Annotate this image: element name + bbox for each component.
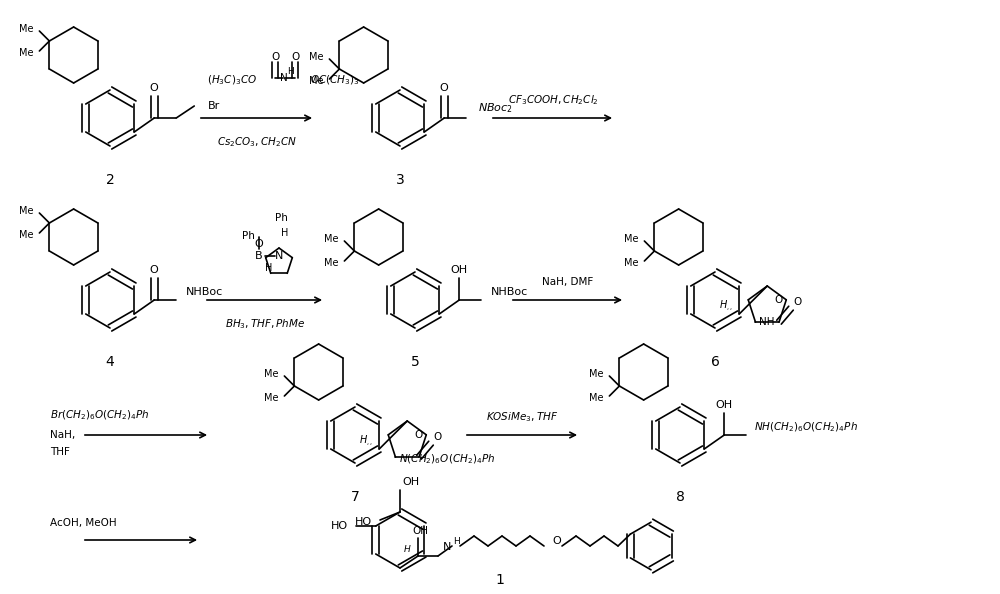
Text: Ph: Ph bbox=[275, 213, 288, 223]
Text: $CF_3COOH, CH_2Cl_2$: $CF_3COOH, CH_2Cl_2$ bbox=[508, 93, 598, 107]
Text: Me: Me bbox=[19, 230, 33, 240]
Text: NaH, DMF: NaH, DMF bbox=[542, 277, 594, 287]
Text: Me: Me bbox=[19, 24, 33, 34]
Text: AcOH, MeOH: AcOH, MeOH bbox=[50, 518, 117, 528]
Text: NHBoc: NHBoc bbox=[491, 287, 528, 297]
Text: $H_{,,}$: $H_{,,}$ bbox=[359, 434, 373, 448]
Text: OH: OH bbox=[412, 526, 428, 536]
Text: $OC(CH_3)_3$: $OC(CH_3)_3$ bbox=[310, 73, 360, 87]
Text: O: O bbox=[440, 83, 449, 93]
Text: N: N bbox=[275, 251, 283, 261]
Text: Me: Me bbox=[589, 393, 603, 403]
Text: O: O bbox=[150, 83, 159, 93]
Text: $NBoc_2$: $NBoc_2$ bbox=[478, 101, 513, 115]
Text: N: N bbox=[443, 542, 451, 552]
Text: 3: 3 bbox=[396, 173, 404, 187]
Text: O: O bbox=[793, 297, 801, 307]
Text: Ph: Ph bbox=[242, 231, 255, 241]
Text: B: B bbox=[255, 251, 263, 261]
Text: O: O bbox=[291, 52, 299, 62]
Text: OH: OH bbox=[402, 477, 419, 487]
Text: $NH(CH_2)_6O(CH_2)_4Ph$: $NH(CH_2)_6O(CH_2)_4Ph$ bbox=[754, 420, 858, 434]
Text: O: O bbox=[552, 536, 561, 546]
Text: Me: Me bbox=[589, 369, 603, 379]
Text: O: O bbox=[414, 430, 422, 440]
Text: Me: Me bbox=[309, 76, 323, 86]
Text: 4: 4 bbox=[106, 355, 114, 369]
Text: OH: OH bbox=[451, 265, 468, 275]
Text: $(H_3C)_3CO$: $(H_3C)_3CO$ bbox=[207, 73, 257, 87]
Text: H: H bbox=[281, 228, 288, 238]
Text: $KOSiMe_3, THF$: $KOSiMe_3, THF$ bbox=[486, 410, 558, 424]
Text: THF: THF bbox=[50, 447, 70, 457]
Text: O: O bbox=[255, 239, 263, 249]
Text: HO: HO bbox=[331, 521, 348, 531]
Text: $Br(CH_2)_6O(CH_2)_4Ph$: $Br(CH_2)_6O(CH_2)_4Ph$ bbox=[50, 408, 150, 422]
Text: Me: Me bbox=[19, 48, 33, 58]
Text: NHBoc: NHBoc bbox=[186, 287, 223, 297]
Text: Me: Me bbox=[324, 234, 338, 244]
Text: 7: 7 bbox=[351, 490, 359, 504]
Text: H: H bbox=[403, 545, 410, 555]
Text: Me: Me bbox=[264, 393, 278, 403]
Text: Me: Me bbox=[264, 369, 278, 379]
Text: $BH_3, THF, PhMe$: $BH_3, THF, PhMe$ bbox=[225, 317, 305, 331]
Text: $Cs_2CO_3, CH_2CN$: $Cs_2CO_3, CH_2CN$ bbox=[217, 135, 297, 149]
Text: OH: OH bbox=[716, 400, 733, 410]
Text: $H_{,,}$: $H_{,,}$ bbox=[719, 298, 733, 314]
Text: Br: Br bbox=[208, 101, 220, 111]
Text: NaH,: NaH, bbox=[50, 430, 75, 440]
Text: Me: Me bbox=[19, 206, 33, 216]
Text: Me: Me bbox=[324, 258, 338, 268]
Text: O: O bbox=[433, 432, 441, 442]
Text: 8: 8 bbox=[676, 490, 684, 504]
Text: O: O bbox=[271, 52, 279, 62]
Text: Me: Me bbox=[309, 52, 323, 62]
Text: HO: HO bbox=[355, 517, 372, 527]
Text: O: O bbox=[774, 295, 782, 305]
Text: H: H bbox=[454, 536, 460, 545]
Text: Me: Me bbox=[624, 234, 638, 244]
Text: 2: 2 bbox=[106, 173, 114, 187]
Text: $N(CH_2)_6O(CH_2)_4Ph$: $N(CH_2)_6O(CH_2)_4Ph$ bbox=[399, 453, 496, 466]
Text: H: H bbox=[265, 263, 273, 273]
Text: H: H bbox=[288, 68, 294, 77]
Text: O: O bbox=[150, 265, 159, 275]
Text: Me: Me bbox=[624, 258, 638, 268]
Text: 1: 1 bbox=[496, 573, 504, 587]
Text: NH: NH bbox=[759, 317, 775, 327]
Text: 6: 6 bbox=[711, 355, 719, 369]
Text: N: N bbox=[280, 73, 288, 83]
Text: 5: 5 bbox=[411, 355, 419, 369]
